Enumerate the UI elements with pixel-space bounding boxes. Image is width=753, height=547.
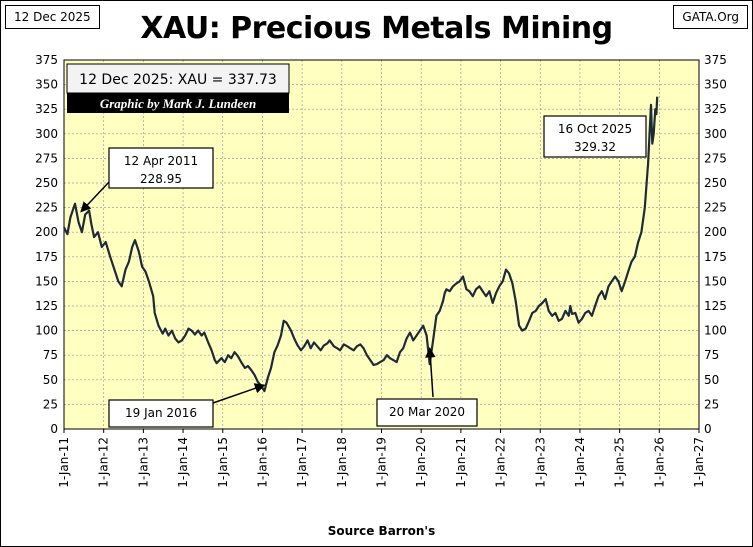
- annotation-text: 19 Jan 2016: [125, 406, 197, 420]
- y-tick-label-left: 25: [43, 397, 58, 411]
- x-tick-label: 1-Jan-14: [176, 437, 190, 488]
- x-tick-label: 1-Jan-27: [692, 437, 706, 488]
- plot-border: [63, 59, 700, 430]
- chart-title: XAU: Precious Metals Mining: [140, 11, 613, 46]
- y-tick-label-left: 175: [35, 250, 58, 264]
- y-tick-label-left: 250: [35, 176, 58, 190]
- y-tick-label-right: 350: [704, 78, 727, 92]
- y-tick-label-left: 0: [50, 422, 58, 436]
- annotation-text: 329.32: [574, 140, 616, 154]
- y-tick-label-left: 50: [43, 373, 58, 387]
- y-tick-label-right: 250: [704, 176, 727, 190]
- annotation-arrow: [212, 383, 266, 404]
- x-tick-label: 1-Jan-22: [494, 437, 508, 488]
- y-tick-label-left: 325: [35, 102, 58, 116]
- annotation-text: 228.95: [140, 172, 182, 186]
- annotation-box: [543, 115, 647, 158]
- x-tick-label: 1-Jan-15: [216, 437, 230, 488]
- y-tick-label-right: 375: [704, 53, 727, 67]
- y-tick-label-right: 150: [704, 274, 727, 288]
- annotation-box: [108, 147, 214, 189]
- y-tick-label-right: 175: [704, 250, 727, 264]
- x-tick-label: 1-Jan-20: [414, 437, 428, 488]
- date-label: 12 Dec 2025: [5, 5, 100, 29]
- annotation-text: 12 Apr 2011: [124, 154, 198, 168]
- info-credit-box: [67, 93, 289, 113]
- x-tick-label: 1-Jan-17: [295, 437, 309, 488]
- annotation-box: [108, 399, 214, 428]
- x-tick-label: 1-Jan-23: [533, 437, 547, 488]
- y-tick-label-left: 75: [43, 348, 58, 362]
- x-tick-label: 1-Jan-24: [573, 437, 587, 488]
- y-tick-label-left: 300: [35, 127, 58, 141]
- x-tick-label: 1-Jan-18: [335, 437, 349, 488]
- y-tick-label-right: 275: [704, 151, 727, 165]
- y-tick-label-right: 325: [704, 102, 727, 116]
- y-tick-label-left: 200: [35, 225, 58, 239]
- site-label: GATA.Org: [673, 5, 748, 29]
- x-tick-label: 1-Jan-12: [97, 437, 111, 488]
- x-tick-label: 1-Jan-26: [652, 437, 666, 488]
- y-tick-label-right: 0: [704, 422, 712, 436]
- y-tick-label-left: 150: [35, 274, 58, 288]
- annotation-text: 20 Mar 2020: [389, 405, 465, 419]
- x-tick-label: 1-Jan-21: [454, 437, 468, 488]
- x-tick-label: 1-Jan-11: [57, 437, 71, 488]
- annotation-box: [376, 398, 478, 427]
- y-tick-label-right: 100: [704, 324, 727, 338]
- y-tick-label-right: 300: [704, 127, 727, 141]
- x-tick-label: 1-Jan-16: [255, 437, 269, 488]
- series-line: [63, 96, 659, 393]
- x-tick-label: 1-Jan-13: [136, 437, 150, 488]
- y-tick-label-right: 225: [704, 201, 727, 215]
- info-reading-text: 12 Dec 2025: XAU = 337.73: [79, 72, 277, 88]
- annotation-arrow: [425, 347, 436, 398]
- x-tick-label: 1-Jan-25: [613, 437, 627, 488]
- annotation-arrow: [80, 181, 110, 213]
- annotation-text: 16 Oct 2025: [558, 122, 632, 136]
- y-tick-label-left: 100: [35, 324, 58, 338]
- y-tick-label-left: 350: [35, 78, 58, 92]
- y-tick-label-right: 75: [704, 348, 719, 362]
- y-tick-label-left: 125: [35, 299, 58, 313]
- x-tick-label: 1-Jan-19: [375, 437, 389, 488]
- y-tick-label-right: 200: [704, 225, 727, 239]
- y-tick-label-right: 50: [704, 373, 719, 387]
- y-tick-label-left: 225: [35, 201, 58, 215]
- y-tick-label-left: 375: [35, 53, 58, 67]
- y-tick-label-right: 25: [704, 397, 719, 411]
- y-tick-label-right: 125: [704, 299, 727, 313]
- y-tick-label-left: 275: [35, 151, 58, 165]
- info-credit-text: Graphic by Mark J. Lundeen: [100, 96, 256, 111]
- x-axis-label: Source Barron's: [328, 524, 435, 538]
